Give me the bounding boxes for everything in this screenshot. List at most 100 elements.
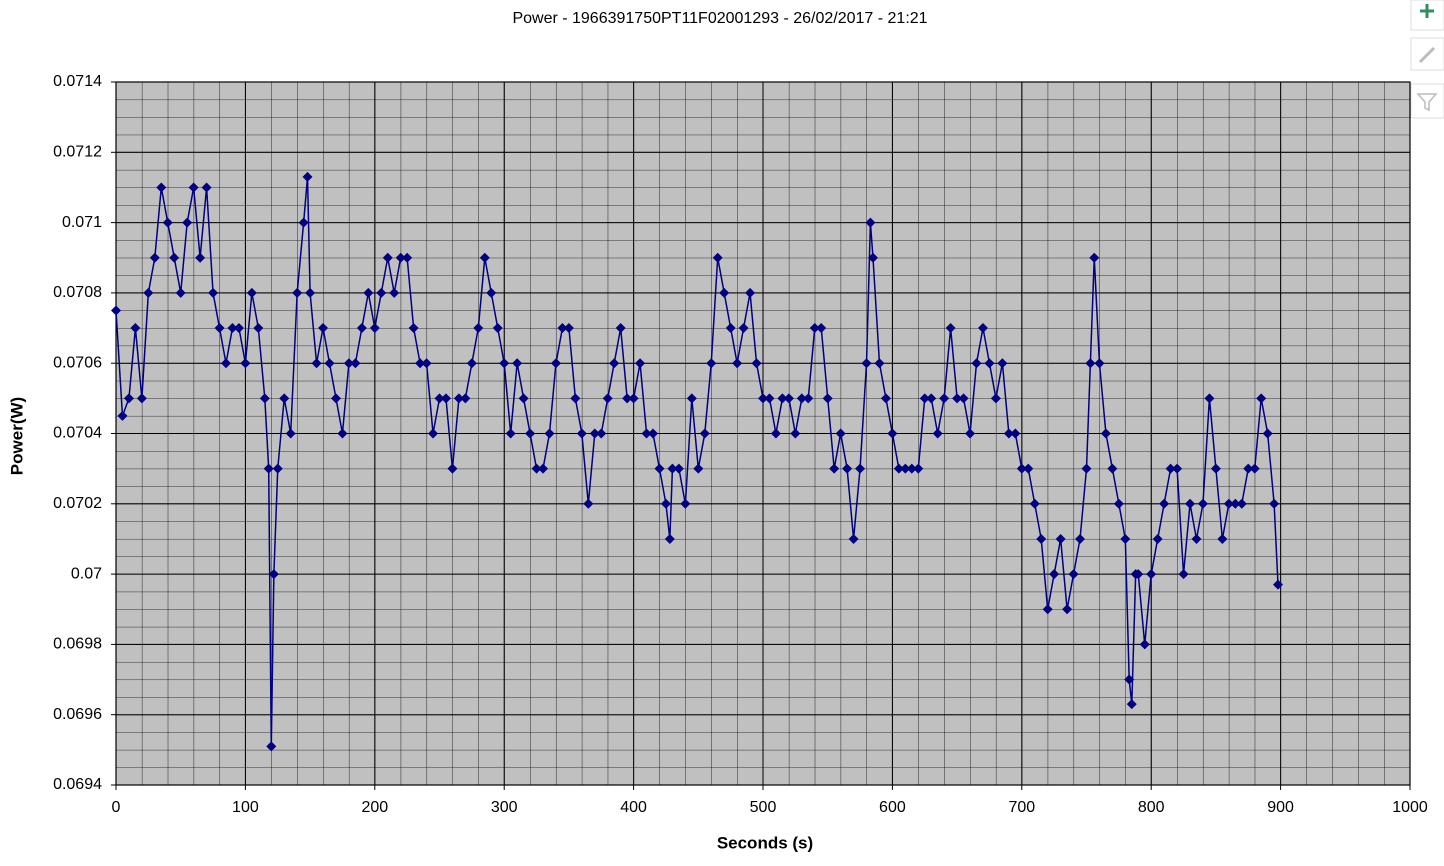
- data-point: [143, 287, 154, 298]
- data-point: [156, 182, 167, 193]
- y-tick-label: 0.0706: [53, 354, 102, 371]
- data-point: [719, 287, 730, 298]
- data-point: [816, 323, 827, 334]
- data-point: [1089, 252, 1100, 263]
- data-point: [1036, 533, 1047, 544]
- data-point: [906, 463, 917, 474]
- data-point: [1049, 569, 1060, 580]
- data-point: [660, 498, 671, 509]
- data-point: [311, 358, 322, 369]
- data-point: [732, 358, 743, 369]
- data-point: [402, 252, 413, 263]
- data-point: [1085, 358, 1096, 369]
- data-point: [751, 358, 762, 369]
- data-point: [576, 428, 587, 439]
- x-tick-label: 600: [879, 799, 906, 816]
- data-point: [479, 252, 490, 263]
- data-point: [240, 358, 251, 369]
- data-point: [1042, 604, 1053, 615]
- data-point: [865, 217, 876, 228]
- data-point: [887, 428, 898, 439]
- data-point: [635, 358, 646, 369]
- data-point: [169, 252, 180, 263]
- data-point: [298, 217, 309, 228]
- data-point: [1256, 393, 1267, 404]
- x-tick-label: 200: [361, 799, 388, 816]
- data-point: [893, 463, 904, 474]
- data-point: [162, 217, 173, 228]
- data-point: [337, 428, 348, 439]
- data-point: [958, 393, 969, 404]
- data-point: [266, 741, 277, 752]
- data-point: [900, 463, 911, 474]
- data-point: [829, 463, 840, 474]
- data-point: [809, 323, 820, 334]
- x-tick-label: 700: [1008, 799, 1035, 816]
- chart-title: Power - 1966391750PT11F02001293 - 26/02/…: [512, 10, 927, 27]
- data-point: [1100, 428, 1111, 439]
- data-point: [1113, 498, 1124, 509]
- data-point: [268, 569, 279, 580]
- data-point: [1269, 498, 1280, 509]
- data-point: [408, 323, 419, 334]
- data-point: [272, 463, 283, 474]
- plus-icon: [1420, 4, 1434, 18]
- x-tick-label: 1000: [1392, 799, 1428, 816]
- data-point: [1236, 498, 1247, 509]
- data-point: [279, 393, 290, 404]
- data-point: [1178, 569, 1189, 580]
- data-point: [292, 287, 303, 298]
- y-tick-label: 0.0712: [53, 144, 102, 161]
- data-point: [550, 358, 561, 369]
- data-point: [867, 252, 878, 263]
- data-point: [544, 428, 555, 439]
- data-point: [505, 428, 516, 439]
- data-point: [1139, 639, 1150, 650]
- data-point: [343, 358, 354, 369]
- data-point: [1185, 498, 1196, 509]
- data-point: [453, 393, 464, 404]
- data-point: [525, 428, 536, 439]
- data-point: [1165, 463, 1176, 474]
- data-point: [1107, 463, 1118, 474]
- data-point: [874, 358, 885, 369]
- data-point: [415, 358, 426, 369]
- data-point: [1152, 533, 1163, 544]
- data-point: [1217, 533, 1228, 544]
- data-point: [111, 305, 121, 316]
- data-point: [1075, 533, 1086, 544]
- data-point: [1120, 533, 1131, 544]
- data-point: [926, 393, 937, 404]
- filter-button[interactable]: [1410, 83, 1444, 119]
- y-tick-label: 0.07: [71, 565, 102, 582]
- data-point: [977, 323, 988, 334]
- data-point: [369, 323, 380, 334]
- filter-icon: [1416, 93, 1438, 112]
- data-point: [913, 463, 924, 474]
- x-tick-label: 500: [750, 799, 777, 816]
- data-point: [1249, 463, 1260, 474]
- y-tick-label: 0.0702: [53, 495, 102, 512]
- data-point: [440, 393, 451, 404]
- data-point: [563, 323, 574, 334]
- data-point: [570, 393, 581, 404]
- data-point: [1081, 463, 1092, 474]
- data-point: [693, 463, 704, 474]
- data-point: [1146, 569, 1157, 580]
- data-point: [538, 463, 549, 474]
- data-point: [848, 533, 859, 544]
- data-point: [622, 393, 633, 404]
- data-point: [822, 393, 833, 404]
- data-point: [1003, 428, 1014, 439]
- data-point: [188, 182, 199, 193]
- data-point: [182, 217, 193, 228]
- data-point: [1197, 498, 1208, 509]
- data-point: [861, 358, 872, 369]
- x-tick-label: 800: [1138, 799, 1165, 816]
- data-point: [233, 323, 244, 334]
- data-point: [602, 393, 613, 404]
- data-point: [648, 428, 659, 439]
- data-point: [1223, 498, 1234, 509]
- x-tick-label: 100: [232, 799, 259, 816]
